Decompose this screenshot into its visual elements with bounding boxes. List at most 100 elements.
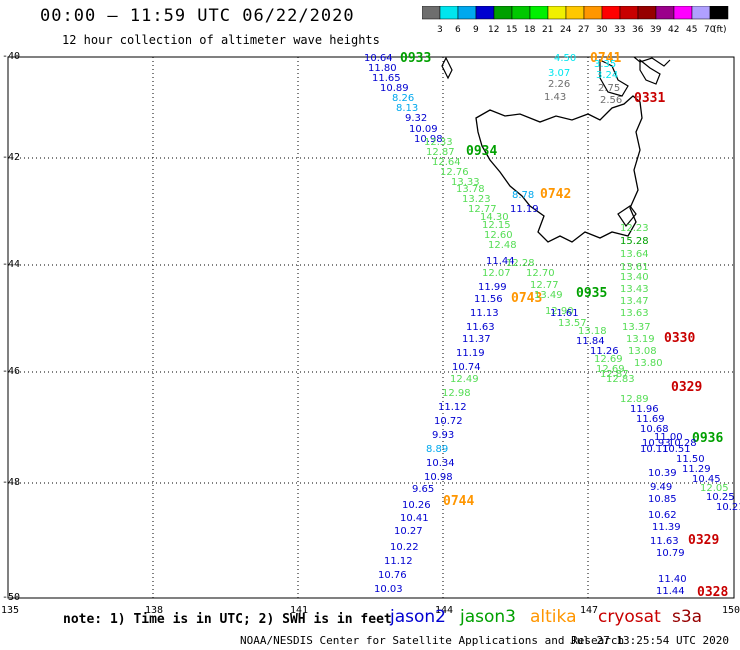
wave-height-value: 8.26: [392, 93, 414, 104]
wave-height-value: 1.43: [544, 92, 566, 103]
track-time-label: 0742: [540, 187, 571, 202]
track-time-label: 0741: [590, 51, 621, 66]
wave-height-value: 15.28: [620, 236, 649, 247]
wave-height-value: 13.78: [456, 184, 485, 195]
legend-jason3: jason3: [460, 607, 516, 627]
wave-height-value: 11.96: [630, 404, 659, 415]
map-title: 00:00 – 11:59 UTC 06/22/2020: [40, 6, 355, 26]
wave-height-value: 12.49: [450, 374, 479, 385]
track-time-label: 0329: [671, 380, 702, 395]
wave-height-value: 13.64: [620, 249, 649, 260]
wave-height-value: 11.00: [654, 432, 683, 443]
wave-height-value: 12.98: [442, 388, 471, 399]
wave-height-value: 10.28: [668, 438, 697, 449]
track-time-label: 0331: [634, 91, 665, 106]
color-tick-label: 15: [506, 25, 517, 35]
wave-height-value: 10.93: [642, 438, 671, 449]
wave-height-value: 10.41: [400, 513, 429, 524]
wave-height-value: 3.24: [596, 70, 618, 81]
wave-height-value: 11.13: [470, 308, 499, 319]
wave-height-value: 12.05: [700, 483, 729, 494]
track-time-label: 0743: [511, 291, 542, 306]
wave-height-value: 10.62: [648, 510, 677, 521]
wave-height-value: 11.29: [682, 464, 711, 475]
lat-label: -46: [2, 366, 21, 377]
color-tick-label: 9: [473, 25, 479, 35]
color-tick-label: 39: [650, 25, 662, 35]
track-time-label: 0329: [688, 533, 719, 548]
wave-height-value: 8.13: [396, 103, 418, 114]
legend-altika: altika: [530, 607, 577, 627]
track-time-label: 0330: [664, 331, 695, 346]
wave-height-value: 12.33: [424, 137, 453, 148]
wave-height-value: 13.57: [558, 318, 587, 329]
wave-height-value: 11.99: [478, 282, 507, 293]
wave-height-value: 11.69: [636, 414, 665, 425]
wave-height-value: 12.77: [468, 204, 497, 215]
wave-height-value: 3.35: [594, 59, 616, 70]
wave-height-value: 8.78: [512, 190, 534, 201]
wave-height-value: 12.69: [594, 354, 623, 365]
wave-height-value: 13.49: [534, 290, 563, 301]
wave-height-value: 12.60: [484, 230, 513, 241]
wave-height-value: 12.76: [440, 167, 469, 178]
color-unit-label: (ft): [713, 25, 727, 35]
color-tick-label: 18: [524, 25, 536, 35]
wave-height-value: 11.44: [486, 256, 515, 267]
lon-label: 135: [1, 605, 20, 616]
wave-height-value: 2.56: [600, 95, 622, 106]
lat-label: -44: [2, 259, 21, 270]
wave-height-value: 10.89: [380, 83, 409, 94]
wave-height-value: 13.33: [451, 177, 480, 188]
wave-height-value: 10.39: [648, 468, 677, 479]
tasmania-coastline: [475, 95, 643, 243]
wave-height-value: 10.68: [640, 424, 669, 435]
wave-height-value: 13.37: [622, 322, 651, 333]
wave-height-value: 11.26: [590, 346, 619, 357]
flinders-island-coastline: [599, 58, 661, 97]
wave-height-value: 9.32: [405, 113, 427, 124]
legend-cryosat: cryosat: [598, 607, 661, 627]
wave-height-value: 10.76: [378, 570, 407, 581]
wave-height-value: 12.89: [620, 394, 649, 405]
wave-height-value: 10.72: [434, 416, 463, 427]
color-tick-label: 30: [596, 25, 608, 35]
units-note: note: 1) Time is in UTC; 2) SWH is in fe…: [63, 612, 392, 627]
wave-height-value: 11.40: [658, 574, 687, 585]
map-subtitle: 12 hour collection of altimeter wave hei…: [62, 33, 380, 47]
lon-label: 141: [290, 605, 309, 616]
wave-height-value: 12.28: [506, 258, 535, 269]
wave-height-value: 13.43: [620, 284, 649, 295]
generated-timestamp: Jul 27 13:25:54 UTC 2020: [570, 634, 729, 647]
wave-height-value: 11.63: [650, 536, 679, 547]
wave-height-value: 10.27: [394, 526, 423, 537]
color-tick-label: 12: [488, 25, 499, 35]
wave-height-value: 13.47: [620, 296, 649, 307]
wave-height-value: 11.56: [474, 294, 503, 305]
lat-label: -40: [2, 51, 21, 62]
lon-label: 150: [722, 605, 740, 616]
wave-height-value: 11.63: [466, 322, 495, 333]
color-tick-label: 6: [455, 25, 461, 35]
wave-height-value: 2.26: [548, 79, 570, 90]
lon-label: 138: [145, 605, 164, 616]
track-time-label: 0744: [443, 494, 474, 509]
wave-height-value: 10.64: [364, 53, 393, 64]
wave-height-value: 10.09: [409, 124, 438, 135]
wave-height-value: 11.39: [652, 522, 681, 533]
wave-height-value: 9.93: [432, 430, 454, 441]
bruny-island-coastline: [617, 205, 637, 228]
king-island-coastline: [441, 56, 453, 80]
wave-height-value: 11.50: [676, 454, 705, 465]
color-tick-label: 33: [614, 25, 625, 35]
wave-height-value: 14.30: [480, 212, 509, 223]
wave-height-value: 10.79: [656, 548, 685, 559]
wave-height-value: 10.45: [692, 474, 721, 485]
wave-height-value: 10.51: [662, 444, 691, 455]
lon-label: 147: [580, 605, 599, 616]
wave-height-value: 12.87: [600, 369, 629, 380]
wave-height-value: 10.03: [374, 584, 403, 595]
color-tick-label: 3: [437, 25, 443, 35]
track-time-label: 0935: [576, 286, 607, 301]
